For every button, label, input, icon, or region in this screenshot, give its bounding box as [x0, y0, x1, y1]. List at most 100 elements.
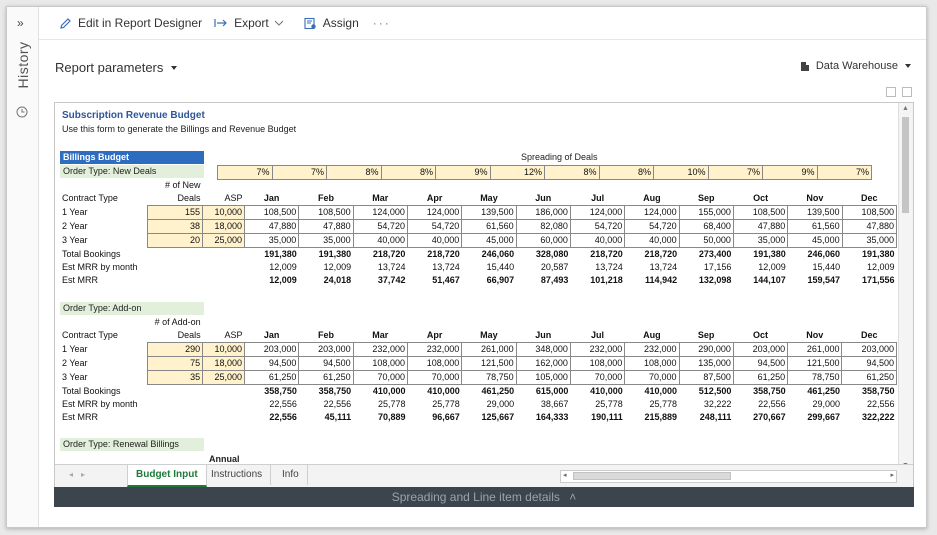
- contract-type-cell: 1 Year: [62, 344, 88, 354]
- tab-info[interactable]: Info: [274, 465, 308, 485]
- spread-pct-cell[interactable]: 8%: [598, 165, 654, 180]
- month-header: Apr: [426, 330, 443, 340]
- spread-pct-cell[interactable]: 9%: [762, 165, 818, 180]
- est-mrr-by-month-cell: 12,009: [323, 262, 352, 272]
- est-mrr-cell: 22,556: [269, 412, 297, 422]
- month-value-cell: 78,750: [461, 370, 517, 385]
- blank-cell: [462, 316, 516, 329]
- data-warehouse-dropdown[interactable]: Data Warehouse: [800, 60, 912, 72]
- asp-input-cell[interactable]: 18,000: [202, 219, 245, 234]
- pop-out-icon[interactable]: [886, 87, 896, 97]
- scroll-right-icon[interactable]: ▸: [890, 472, 894, 479]
- deals-input-cell[interactable]: 155: [147, 205, 204, 220]
- est-mrr-by-month-label: Est MRR by month: [62, 262, 138, 272]
- export-button[interactable]: Export: [214, 7, 290, 39]
- est-mrr-cell: 24,018: [323, 275, 352, 285]
- month-value-cell: 78,750: [787, 370, 843, 385]
- deals-input-cell[interactable]: 20: [147, 233, 204, 248]
- tab-nav-arrows-icon[interactable]: ◂▸: [69, 470, 94, 479]
- assign-button[interactable]: Assign: [304, 7, 359, 39]
- total-bookings-row: Total Bookings 358,750 358,750 410,000 410,0…: [60, 385, 897, 399]
- month-value-cell: 40,000: [624, 233, 680, 248]
- horizontal-scroll-thumb[interactable]: [573, 472, 731, 480]
- tab-budget-input[interactable]: Budget Input: [127, 465, 207, 487]
- vertical-scrollbar[interactable]: ▲ ▼: [898, 103, 913, 471]
- asp-input-cell[interactable]: 18,000: [202, 356, 246, 371]
- month-value-cell: 61,250: [298, 370, 354, 385]
- est-mrr-by-month-cell: 32,222: [703, 399, 732, 409]
- scroll-up-icon[interactable]: ▲: [902, 105, 909, 112]
- est-mrr-cell: 87,493: [540, 275, 569, 285]
- asp-input-cell[interactable]: 25,000: [202, 233, 245, 248]
- blank-cell: [679, 316, 733, 329]
- est-mrr-cell: 125,667: [481, 412, 515, 422]
- spreading-details-bar[interactable]: Spreading and Line item details ˄: [54, 487, 914, 507]
- month-value-cell: 45,000: [461, 233, 517, 248]
- spread-pct-cell[interactable]: 7%: [707, 165, 763, 180]
- month-value-cell: 232,000: [352, 342, 408, 357]
- est-mrr-by-month-cell: 13,724: [432, 262, 460, 272]
- report-parameters-label: Report parameters: [55, 60, 164, 75]
- total-bookings-cell: 512,500: [698, 386, 732, 396]
- month-value-cell: 108,500: [243, 205, 300, 220]
- month-value-cell: 87,500: [678, 370, 734, 385]
- deals-input-cell[interactable]: 75: [147, 356, 204, 371]
- blank-cell: [788, 179, 842, 192]
- spread-pct-cell[interactable]: 7%: [271, 165, 327, 180]
- history-label[interactable]: History: [15, 41, 31, 89]
- est-mrr-cell: 190,111: [591, 412, 623, 422]
- report-parameters-dropdown[interactable]: Report parameters: [55, 60, 178, 75]
- deals-input-cell[interactable]: 35: [147, 370, 204, 385]
- clock-icon[interactable]: [16, 106, 28, 118]
- grid-view-icon[interactable]: [902, 87, 912, 97]
- est-mrr-label: Est MRR: [62, 412, 98, 422]
- est-mrr-by-month-cell: 12,009: [866, 262, 895, 272]
- pencil-icon: [60, 17, 71, 29]
- annual-label: Annual: [209, 454, 240, 463]
- deals-input-cell[interactable]: 38: [147, 219, 204, 234]
- spread-pct-cell[interactable]: 8%: [326, 165, 382, 180]
- blank-cell: [203, 179, 245, 192]
- total-bookings-cell: 461,250: [481, 386, 515, 396]
- month-header: Feb: [317, 193, 334, 203]
- tab-instructions[interactable]: Instructions: [203, 465, 272, 485]
- vertical-scroll-thumb[interactable]: [902, 117, 909, 213]
- est-mrr-by-month-cell: 29,000: [812, 399, 840, 409]
- asp-input-cell[interactable]: 10,000: [202, 342, 246, 357]
- blank-cell: [625, 179, 679, 192]
- table-row: 2 Year 38 18,000 47,880 47,880 54,720 54,720 61…: [60, 219, 897, 234]
- month-header: Jun: [535, 330, 552, 340]
- order-type-add-on: Order Type: Add-on: [60, 302, 204, 315]
- total-bookings-cell: 328,080: [535, 249, 569, 259]
- expand-sidebar-icon[interactable]: »: [17, 16, 24, 30]
- spread-pct-cell[interactable]: 9%: [435, 165, 491, 180]
- view-options: [886, 87, 912, 97]
- asp-input-cell[interactable]: 25,000: [202, 370, 246, 385]
- scroll-left-icon[interactable]: ◂: [563, 472, 567, 479]
- total-bookings-row: Total Bookings 191,380 191,380 218,720 218,7…: [60, 248, 897, 262]
- total-bookings-cell: 358,750: [753, 386, 786, 396]
- deals-input-cell[interactable]: 290: [147, 342, 204, 357]
- month-header: May: [480, 193, 498, 203]
- spread-pct-cell[interactable]: 12%: [489, 165, 545, 180]
- est-mrr-cell: 159,547: [807, 275, 841, 285]
- month-value-cell: 105,000: [515, 370, 571, 385]
- blank-cell: [244, 179, 298, 192]
- spread-pct-cell[interactable]: 8%: [544, 165, 600, 180]
- month-value-cell: 108,000: [352, 356, 408, 371]
- blank-cell: [733, 179, 787, 192]
- blank-cell: [788, 316, 842, 329]
- asp-input-cell[interactable]: 10,000: [202, 205, 245, 220]
- month-value-cell: 54,720: [569, 219, 626, 234]
- more-options-icon[interactable]: ···: [372, 16, 391, 30]
- spreading-of-deals-label: Spreading of Deals: [521, 152, 598, 162]
- spread-pct-cell[interactable]: 7%: [816, 165, 872, 180]
- month-header: Nov: [806, 330, 824, 340]
- total-bookings-cell: 191,380: [318, 249, 352, 259]
- total-bookings-label: Total Bookings: [62, 386, 121, 396]
- edit-in-report-designer-button[interactable]: Edit in Report Designer: [59, 7, 202, 39]
- spread-pct-cell[interactable]: 8%: [380, 165, 436, 180]
- spread-pct-cell[interactable]: 10%: [653, 165, 709, 180]
- spread-pct-cell[interactable]: 7%: [217, 165, 273, 180]
- horizontal-scrollbar[interactable]: ◂ ▸: [560, 470, 897, 483]
